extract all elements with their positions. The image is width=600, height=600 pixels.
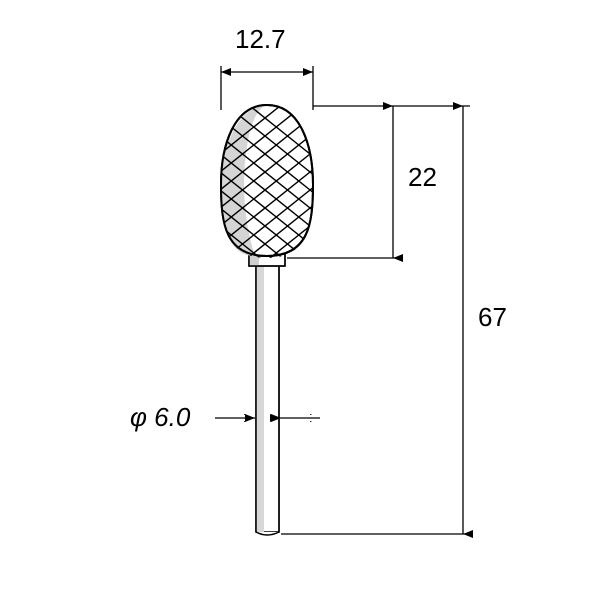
label-head-length: 22 [408, 162, 437, 193]
dim-head-width [221, 66, 313, 110]
label-overall-length: 67 [478, 302, 507, 333]
label-shank-diameter: φ 6.0 [130, 402, 190, 433]
burr-diagram [0, 0, 600, 600]
shank [256, 264, 279, 535]
label-head-width: 12.7 [235, 24, 286, 55]
